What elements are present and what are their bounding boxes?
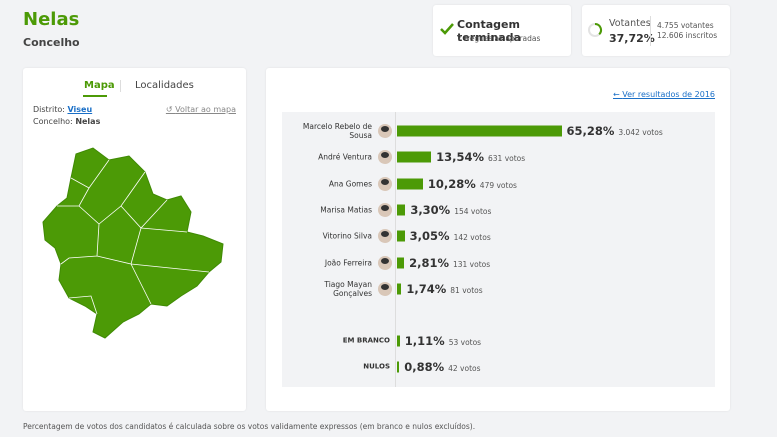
check-icon: [440, 23, 454, 35]
turnout-registered: 12.606 inscritos: [657, 31, 718, 40]
turnout-card: Votantes 37,72% 4.755 votantes 12.606 in…: [582, 5, 730, 56]
row-name: Ana Gomes: [328, 179, 372, 189]
percent: 3,30%: [410, 202, 451, 217]
back-to-map-text[interactable]: Voltar ao mapa: [175, 105, 236, 114]
results-chart: Marcelo Rebelo de Sousa 65,28% 3.042 votos…: [282, 112, 715, 387]
avatar: [378, 176, 392, 191]
avatar: [378, 202, 392, 217]
value-label: 13,54% 631 votos: [436, 150, 525, 164]
tab-map[interactable]: Mapa: [84, 80, 115, 91]
bar: [397, 178, 423, 190]
row-name: Marcelo Rebelo de Sousa: [302, 122, 372, 140]
votes: 81 votos: [450, 285, 483, 295]
avatar: [378, 124, 392, 138]
bar: [397, 204, 406, 216]
back-to-map[interactable]: ↺ Voltar ao mapa: [165, 105, 236, 114]
tab-underline: [83, 95, 107, 97]
county-shape[interactable]: [42, 147, 224, 339]
row-name: EM BRANCO: [342, 336, 390, 345]
bar: [397, 151, 432, 163]
votes: 42 votos: [448, 364, 481, 374]
bar: [397, 257, 405, 268]
row-name: NULOS: [363, 362, 390, 371]
percent: 1,11%: [404, 334, 445, 348]
bar: [397, 125, 562, 137]
results-2016-link[interactable]: ← Ver resultados de 2016: [613, 90, 715, 99]
footnote: Percentagem de votos dos candidatos é ca…: [23, 422, 476, 431]
turnout-ring: [588, 23, 602, 37]
value-label: 1,11% 53 votos: [405, 334, 481, 348]
map-panel: Mapa Localidades Distrito: Viseu ↺ Volta…: [23, 68, 246, 411]
row-name: Marisa Matias: [320, 205, 372, 215]
percent: 0,88%: [404, 360, 445, 375]
page-subtitle: Concelho: [23, 36, 80, 49]
divider: [650, 16, 651, 46]
value-label: 0,88% 42 votos: [404, 360, 480, 374]
row-name: André Ventura: [318, 152, 372, 162]
turnout-arc: [594, 23, 602, 36]
row-name: Tiago Mayan Gonçalves: [324, 279, 372, 298]
county-map: [42, 147, 224, 339]
page-title: Nelas: [23, 9, 80, 30]
tab-localities[interactable]: Localidades: [135, 80, 194, 91]
status-title: Contagem terminada: [457, 18, 521, 44]
row-name: Vitorino Silva: [322, 231, 372, 241]
turnout-percent: 37,72%: [609, 32, 655, 45]
percent: 13,54%: [436, 150, 485, 165]
turnout-label: Votantes: [609, 18, 651, 29]
percent: 3,05%: [409, 229, 450, 244]
avatar: [378, 255, 392, 270]
value-label: 3,30% 154 votos: [410, 203, 491, 217]
district-label: Distrito:: [33, 105, 65, 114]
votes: 131 votos: [452, 259, 491, 269]
votes: 53 votos: [448, 338, 482, 347]
row-name: João Ferreira: [324, 258, 372, 267]
percent: 2,81%: [409, 255, 449, 270]
county-label: Concelho:: [33, 117, 73, 126]
value-label: 65,28% 3.042 votos: [567, 124, 663, 138]
percent: 10,28%: [427, 176, 476, 191]
votes: 3.042 votos: [618, 128, 663, 137]
votes: 142 votos: [453, 233, 491, 243]
county-name: Nelas: [75, 117, 101, 126]
avatar: [378, 281, 392, 296]
chart-divider: [395, 112, 396, 387]
district-link[interactable]: Viseu: [67, 105, 93, 114]
value-label: 10,28% 479 votos: [428, 177, 517, 191]
value-label: 2,81% 131 votos: [409, 256, 490, 270]
tab-divider: [120, 80, 121, 92]
bar: [397, 283, 402, 295]
value-label: 1,74% 81 votos: [406, 282, 482, 296]
parish-borders: [57, 159, 210, 315]
turnout-voters: 4.755 votantes: [657, 21, 714, 30]
bar: [397, 230, 405, 242]
votes: 631 votos: [488, 154, 526, 164]
bar: [397, 335, 400, 347]
bar: [397, 361, 400, 373]
percent: 65,28%: [566, 124, 615, 138]
votes: 154 votos: [454, 206, 492, 216]
votes: 479 votos: [479, 180, 517, 190]
results-panel: ← Ver resultados de 2016 Marcelo Rebelo …: [266, 68, 730, 411]
value-label: 3,05% 142 votos: [410, 229, 491, 243]
percent: 1,74%: [406, 281, 447, 296]
status-detail: 7 freguesias apuradas: [457, 34, 541, 43]
results-2016-text[interactable]: Ver resultados de 2016: [622, 90, 715, 99]
avatar: [378, 229, 392, 244]
status-card: Contagem terminada 7 freguesias apuradas: [433, 5, 571, 56]
avatar: [378, 150, 392, 165]
